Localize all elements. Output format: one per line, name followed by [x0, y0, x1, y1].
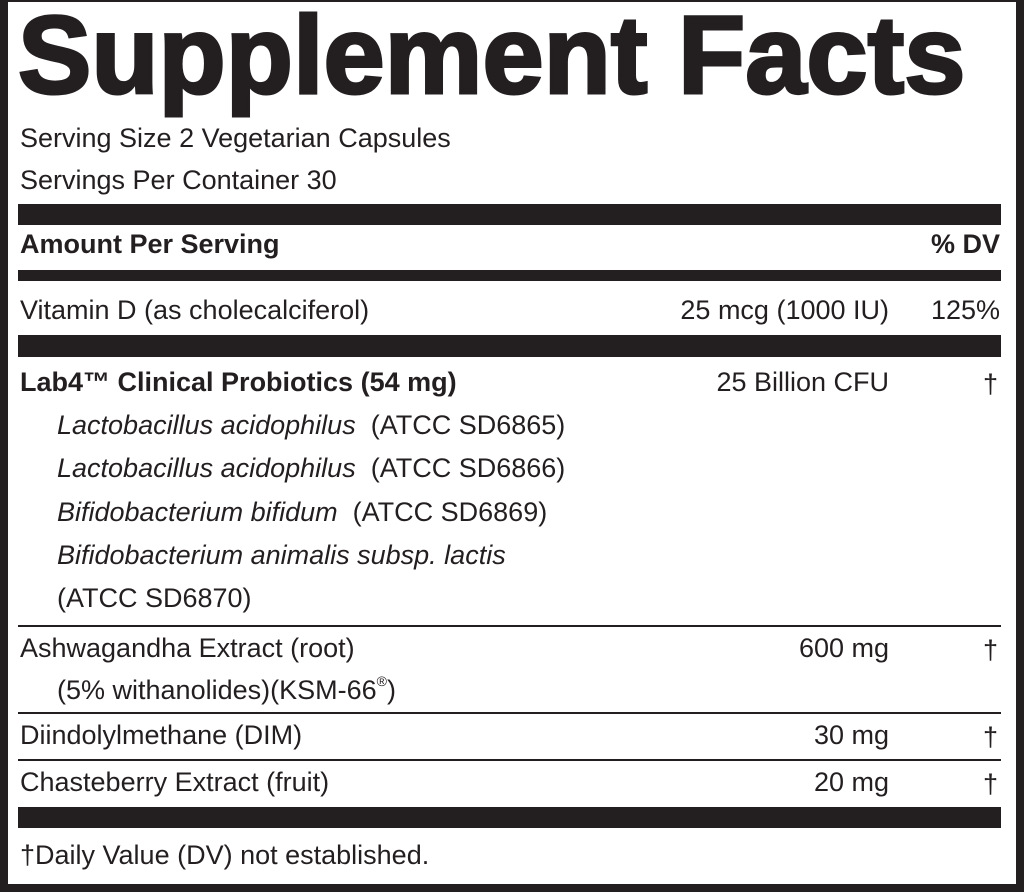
strain-2: Lactobacillus acidophilus (ATCC SD6866) [57, 452, 565, 484]
ashwagandha-amount: 600 mg [798, 633, 889, 663]
servings-per-container: Servings Per Container 30 [20, 165, 337, 195]
vitamin-d-dv: 125% [930, 295, 1000, 325]
footnote: †Daily Value (DV) not established. [20, 840, 430, 870]
chasteberry-name: Chasteberry Extract (fruit) [20, 767, 330, 797]
thick-divider [18, 335, 1001, 357]
strain-code: (ATCC SD6869) [352, 497, 548, 527]
dv-header: % DV [930, 229, 1000, 259]
strain-species: Lactobacillus acidophilus [57, 410, 356, 440]
probiotics-dv: † [982, 369, 998, 399]
ashwagandha-detail-text: (5% withanolides)(KSM-66 [57, 675, 377, 705]
strain-3: Bifidobacterium bifidum (ATCC SD6869) [57, 496, 547, 528]
label-title: Supplement Facts [16, 0, 966, 117]
dim-name: Diindolylmethane (DIM) [20, 720, 303, 750]
dim-dv: † [982, 722, 998, 752]
vitamin-d-amount: 25 mcg (1000 IU) [680, 295, 889, 325]
thick-divider [18, 807, 1001, 828]
thin-divider [18, 759, 1001, 761]
ashwagandha-detail-end: ) [386, 675, 396, 705]
ashwagandha-dv: † [982, 635, 998, 665]
thin-divider [18, 625, 1001, 627]
probiotics-amount: 25 Billion CFU [716, 367, 889, 397]
probiotics-name: Lab4™ Clinical Probiotics (54 mg) [20, 367, 457, 397]
strain-4-code: (ATCC SD6870) [57, 583, 252, 613]
chasteberry-amount: 20 mg [813, 767, 889, 797]
medium-divider [18, 270, 1001, 281]
strain-1: Lactobacillus acidophilus (ATCC SD6865) [57, 409, 565, 441]
registered-mark: ® [376, 673, 387, 689]
thin-divider [18, 712, 1001, 714]
serving-size: Serving Size 2 Vegetarian Capsules [20, 123, 451, 153]
thick-divider [18, 204, 1001, 225]
ashwagandha-detail: (5% withanolides)(KSM-66®) [57, 674, 396, 706]
amount-per-serving-header: Amount Per Serving [20, 229, 280, 259]
chasteberry-dv: † [982, 769, 998, 799]
strain-code: (ATCC SD6865) [370, 410, 566, 440]
strain-code: (ATCC SD6866) [370, 453, 566, 483]
dim-amount: 30 mg [813, 720, 889, 750]
ashwagandha-name: Ashwagandha Extract (root) [20, 633, 355, 663]
vitamin-d-name: Vitamin D (as cholecalciferol) [20, 295, 370, 325]
strain-4-species: Bifidobacterium animalis subsp. lactis [57, 540, 506, 570]
strain-species: Bifidobacterium bifidum [57, 497, 338, 527]
strain-species: Lactobacillus acidophilus [57, 453, 356, 483]
